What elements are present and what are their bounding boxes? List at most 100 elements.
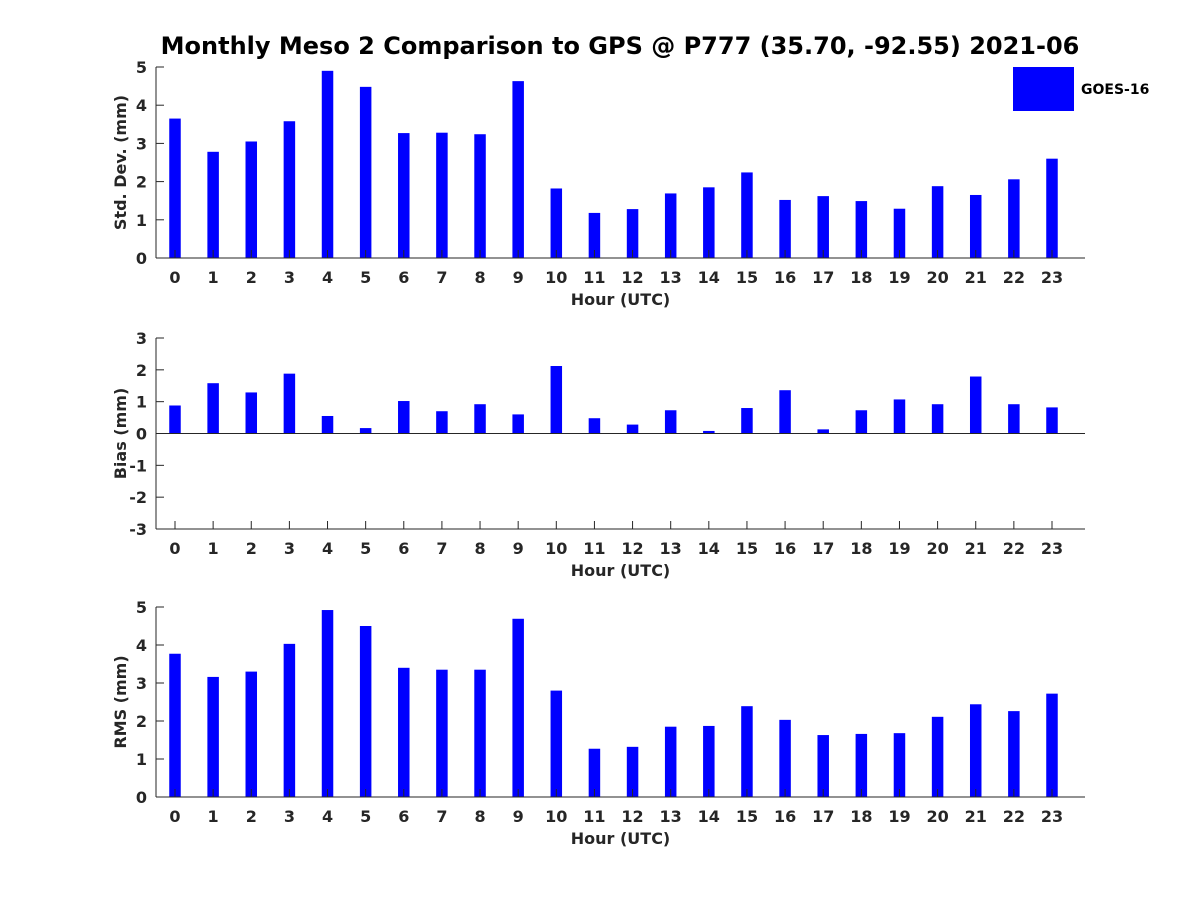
x-tick-label: 11	[583, 539, 605, 558]
bar-hour-20	[931, 716, 944, 797]
bar-hour-5	[359, 428, 372, 434]
bar-hour-13	[664, 726, 677, 797]
x-tick-label: 5	[360, 807, 371, 826]
bar-hour-14	[703, 187, 715, 258]
bar-hour-21	[969, 704, 982, 797]
legend-swatch	[1013, 67, 1074, 111]
x-tick-label: 13	[660, 807, 682, 826]
x-tick-label: 9	[513, 539, 524, 558]
bar-hour-8	[474, 134, 486, 258]
bar-hour-21	[969, 376, 982, 434]
x-tick-label: 14	[698, 268, 720, 287]
bar-hour-2	[245, 671, 258, 797]
bar-hour-4	[321, 415, 334, 434]
bar-hour-18	[855, 410, 868, 434]
x-tick-label: 11	[583, 807, 605, 826]
x-tick-label: 20	[926, 268, 948, 287]
bar-hour-10	[550, 690, 563, 797]
bar-hour-10	[550, 366, 563, 434]
x-tick-label: 2	[246, 807, 257, 826]
bar-hour-2	[245, 141, 258, 258]
x-axis-label: Hour (UTC)	[571, 561, 671, 580]
bar-hour-17	[817, 196, 829, 258]
bar-hour-10	[550, 188, 563, 258]
x-tick-label: 11	[583, 268, 605, 287]
x-tick-label: 4	[322, 807, 333, 826]
bar-hour-1	[207, 676, 219, 797]
x-tick-label: 4	[322, 539, 333, 558]
bar-hour-0	[169, 653, 181, 797]
bar-hour-14	[703, 430, 715, 434]
x-tick-label: 8	[474, 807, 485, 826]
y-axis-label: Bias (mm)	[111, 388, 130, 480]
x-tick-label: 18	[850, 807, 872, 826]
y-tick-label: 2	[136, 712, 147, 731]
bar-hour-20	[931, 404, 944, 434]
x-tick-label: 0	[169, 807, 180, 826]
x-tick-label: 7	[436, 807, 447, 826]
x-tick-label: 16	[774, 807, 796, 826]
y-tick-label: 0	[136, 249, 147, 268]
bar-hour-19	[893, 399, 906, 434]
y-tick-label: 2	[136, 173, 147, 192]
x-tick-label: 15	[736, 539, 758, 558]
bar-hour-9	[512, 618, 524, 797]
bar-hour-9	[512, 414, 524, 434]
bar-hour-15	[741, 172, 753, 258]
bar-hour-9	[512, 81, 524, 258]
bar-hour-18	[855, 733, 868, 797]
y-axis-label: RMS (mm)	[111, 655, 130, 748]
x-tick-label: 18	[850, 539, 872, 558]
x-tick-label: 6	[398, 268, 409, 287]
x-tick-label: 10	[545, 268, 567, 287]
x-tick-label: 4	[322, 268, 333, 287]
bar-hour-12	[626, 746, 639, 797]
x-tick-label: 19	[888, 539, 910, 558]
x-tick-label: 16	[774, 539, 796, 558]
bar-hour-13	[664, 410, 677, 434]
chart-title: Monthly Meso 2 Comparison to GPS @ P777 …	[161, 32, 1080, 60]
y-tick-label: -1	[129, 456, 147, 475]
x-tick-label: 6	[398, 807, 409, 826]
x-tick-label: 20	[926, 539, 948, 558]
bar-hour-11	[588, 212, 601, 258]
bar-hour-1	[207, 151, 219, 258]
bar-hour-6	[398, 401, 410, 434]
bar-hour-22	[1008, 711, 1020, 797]
x-tick-label: 19	[888, 268, 910, 287]
chart-legend: GOES-16	[1013, 67, 1149, 111]
bar-hour-19	[893, 733, 906, 797]
y-tick-label: 3	[136, 674, 147, 693]
x-tick-label: 13	[660, 268, 682, 287]
x-tick-label: 23	[1041, 539, 1063, 558]
x-tick-label: 13	[660, 539, 682, 558]
bar-hour-7	[436, 132, 448, 258]
x-tick-label: 3	[284, 268, 295, 287]
x-tick-label: 21	[965, 268, 987, 287]
x-tick-label: 8	[474, 539, 485, 558]
x-tick-label: 8	[474, 268, 485, 287]
x-axis-label: Hour (UTC)	[571, 829, 671, 848]
x-tick-label: 1	[208, 539, 219, 558]
bar-hour-17	[817, 429, 829, 434]
x-tick-label: 21	[965, 807, 987, 826]
bar-hour-3	[283, 643, 296, 797]
x-tick-label: 5	[360, 268, 371, 287]
bar-hour-14	[703, 725, 715, 797]
bar-hour-0	[169, 405, 181, 434]
x-tick-label: 1	[208, 807, 219, 826]
x-tick-label: 17	[812, 807, 834, 826]
x-tick-label: 5	[360, 539, 371, 558]
bar-hour-16	[779, 390, 791, 434]
x-tick-label: 19	[888, 807, 910, 826]
bar-hour-12	[626, 424, 639, 434]
x-tick-label: 17	[812, 539, 834, 558]
y-tick-label: 0	[136, 788, 147, 807]
x-tick-label: 14	[698, 807, 720, 826]
bar-hour-11	[588, 418, 601, 434]
y-tick-label: 1	[136, 750, 147, 769]
x-tick-label: 22	[1003, 539, 1025, 558]
